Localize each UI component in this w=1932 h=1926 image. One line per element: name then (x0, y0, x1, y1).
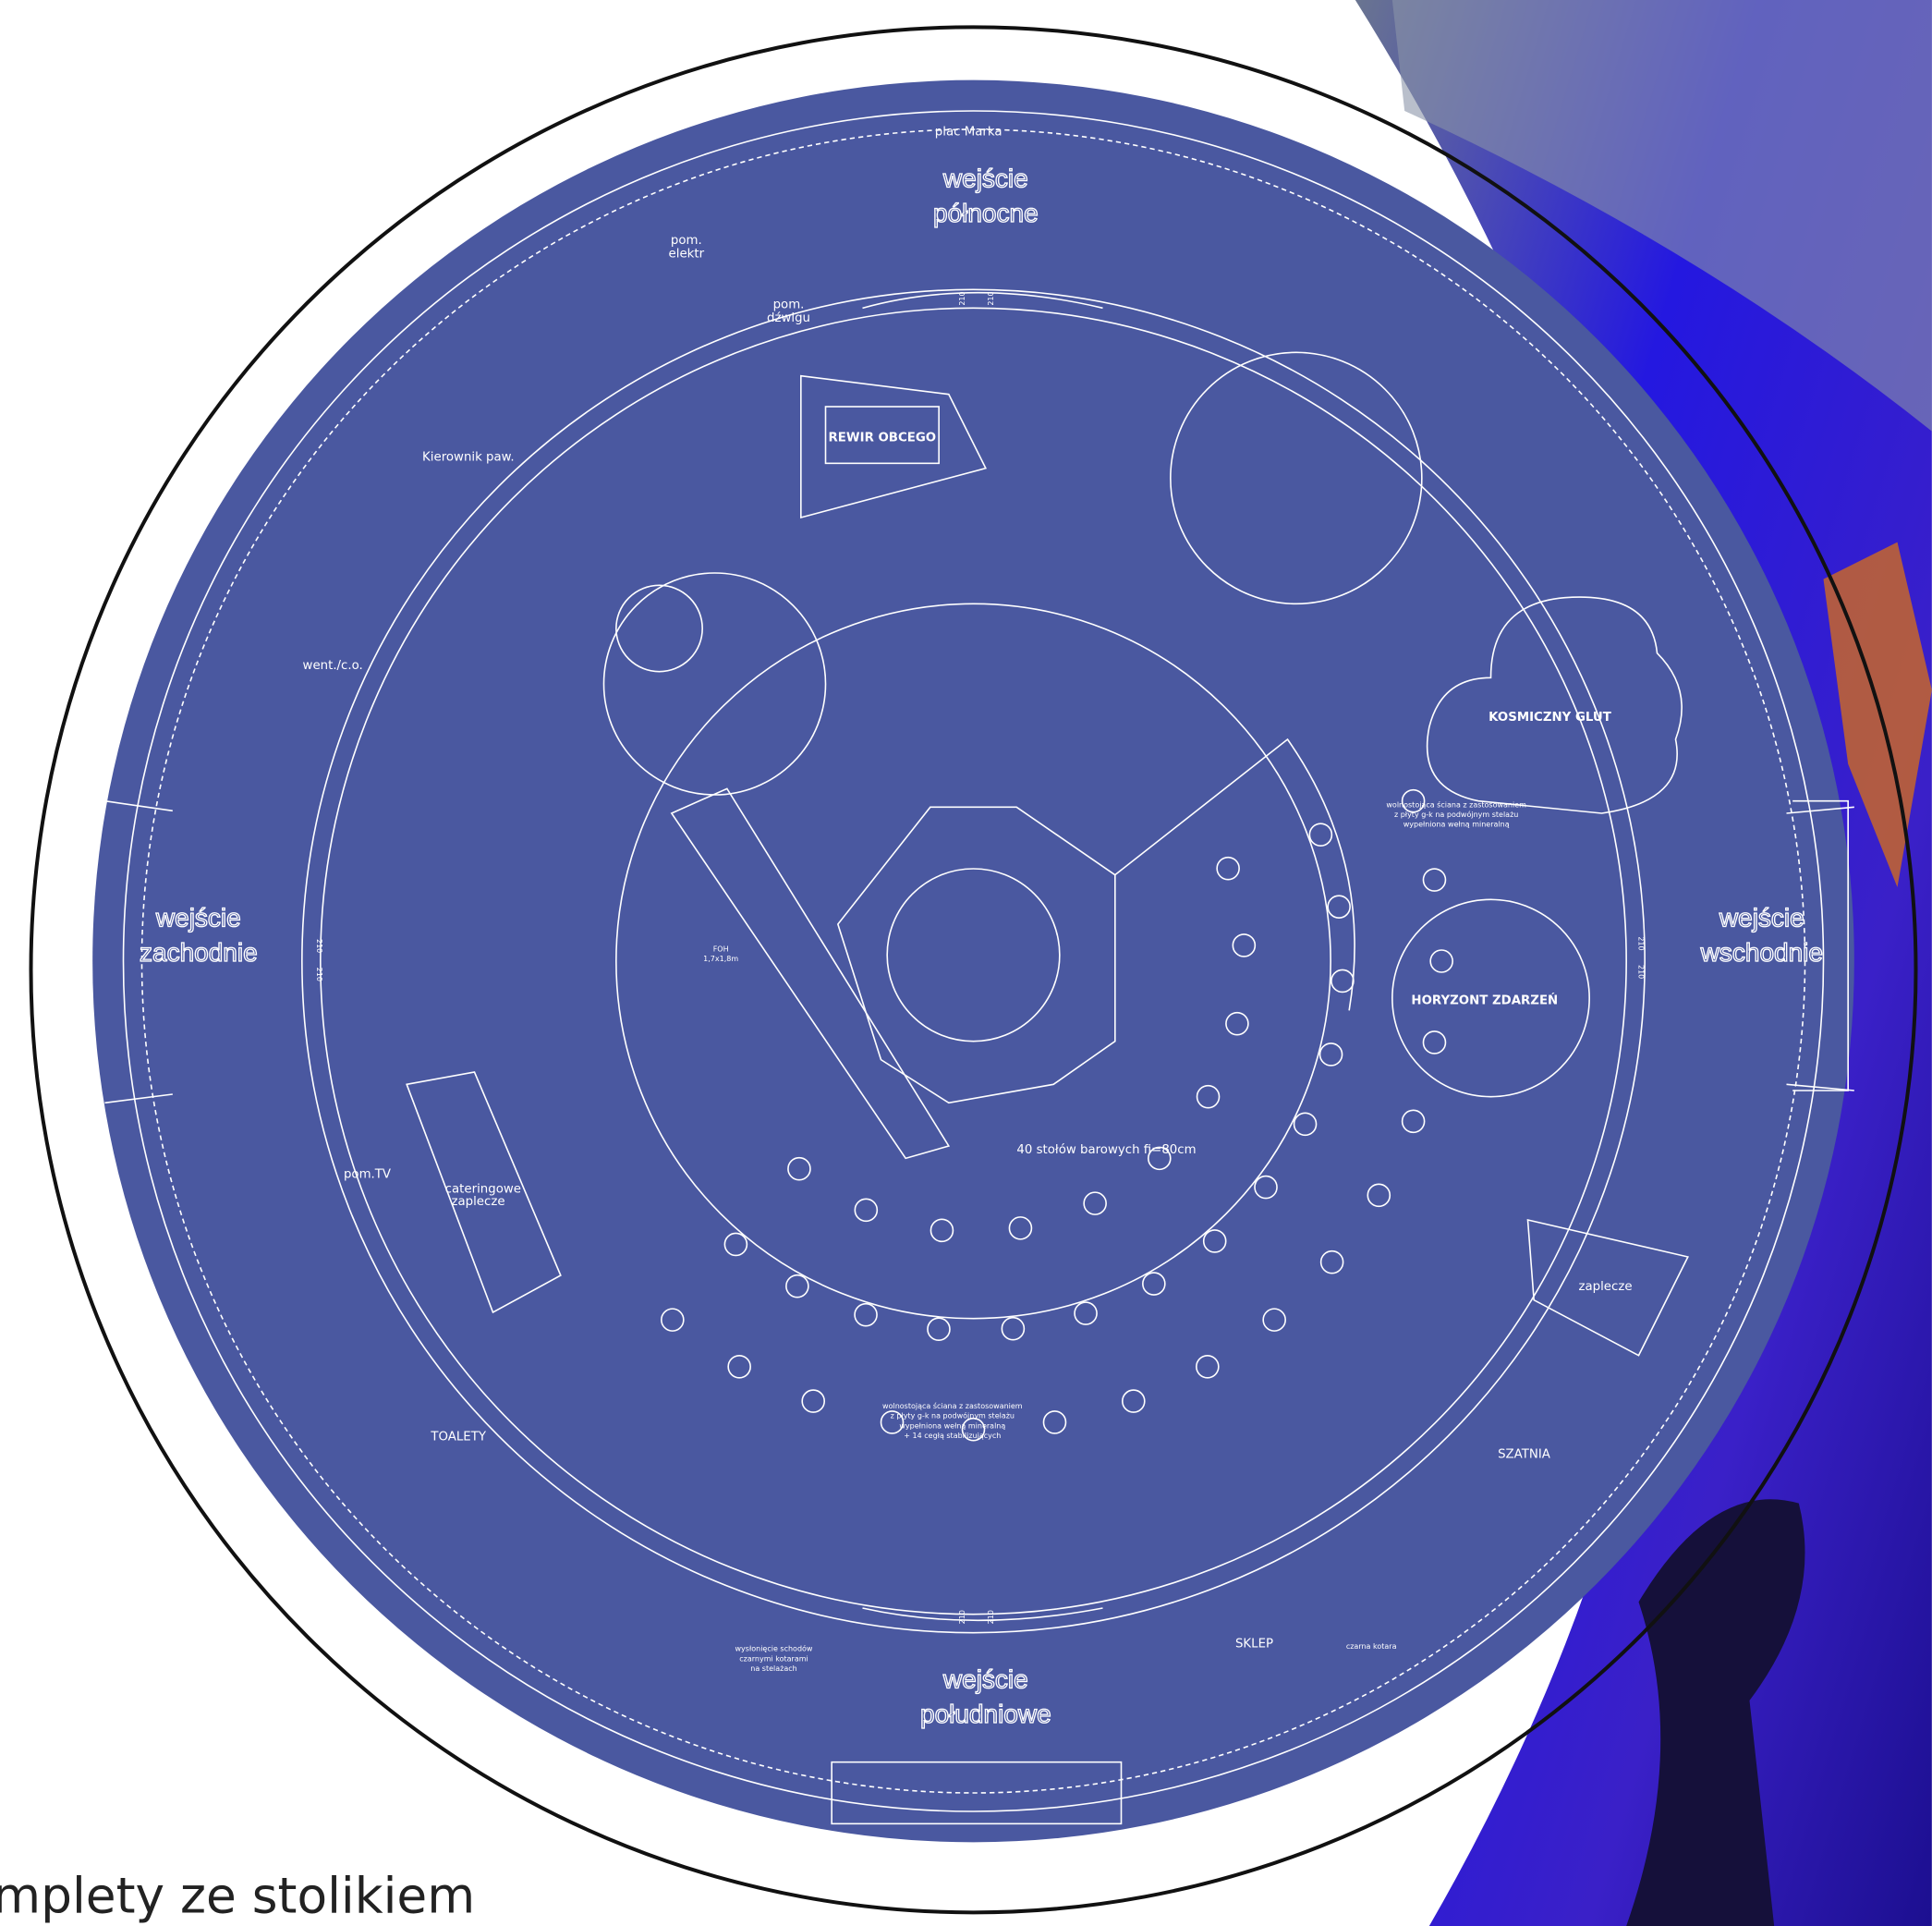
bar-table (661, 1308, 685, 1332)
bar-table (1121, 1389, 1146, 1413)
bar-table (1308, 823, 1333, 847)
bar-table (1142, 1272, 1166, 1296)
room-label: cateringowe (445, 1183, 521, 1197)
bar-table (1001, 1316, 1026, 1341)
label: na stelażach (750, 1664, 796, 1673)
label: 210 (1637, 965, 1646, 979)
label: z płyty g-k na podwójnym stelażu (891, 1411, 1015, 1420)
entrance-label: wejście (1719, 904, 1804, 933)
entrance-label: wejście (155, 904, 241, 933)
bar-table (1008, 1216, 1033, 1240)
label: wysłonięcie schodów (735, 1644, 813, 1653)
bar-table (727, 1354, 751, 1379)
label: 210 (315, 939, 323, 953)
bar-table (854, 1302, 878, 1327)
bar-table (1422, 1030, 1447, 1054)
bar-table (1327, 895, 1351, 919)
bar-table (880, 1410, 905, 1434)
room-label: pom.TV (344, 1168, 391, 1182)
entrance-label: południowe (920, 1700, 1051, 1728)
label: 210 (958, 1610, 966, 1624)
dimensions: 210 210 210 210 210 210 210 210 (315, 291, 1646, 1624)
entrance-label: wejście (942, 165, 1028, 193)
room-label: dźwigu (767, 311, 810, 325)
bar-table (1196, 1354, 1220, 1379)
label: wolnostojąca ściana z zastosowaniem (882, 1401, 1023, 1410)
bar-table (1042, 1410, 1067, 1434)
label: + 14 cegłą stabilizujących (904, 1432, 1001, 1440)
walls (104, 110, 1854, 1825)
room-label: 1,7x1,8m (703, 955, 738, 963)
bar-table (801, 1389, 826, 1413)
room-label: 40 stołów barowych fi=80cm (1016, 1142, 1196, 1157)
bar-table (723, 1232, 748, 1257)
bar-table (785, 1274, 809, 1298)
label: wolnostojąca ściana z zastosowaniem (1386, 799, 1526, 809)
bar-table (1262, 1308, 1286, 1332)
bar-table (1074, 1301, 1098, 1325)
label: wypełniona wełną mineralną (1403, 821, 1510, 829)
room-label: Kierownik paw. (422, 451, 515, 465)
bar-table (1225, 1011, 1249, 1036)
label: 210 (958, 291, 966, 305)
label: czarnymi kotarami (739, 1654, 808, 1663)
label: z płyty g-k na podwójnym stelażu (1394, 810, 1518, 819)
bar-table (1319, 1249, 1344, 1274)
bar-table (787, 1156, 811, 1181)
room-label: zaplecze (451, 1195, 504, 1209)
caption: mplety ze stolikiem (0, 1866, 475, 1924)
bar-table (1216, 856, 1240, 881)
bar-table (1254, 1175, 1278, 1200)
bar-table (1401, 788, 1426, 813)
bar-table (1318, 1042, 1343, 1067)
bar-tables (661, 788, 1453, 1442)
label: 210 (987, 291, 995, 305)
bar-table (1202, 1229, 1227, 1253)
room-label: HORYZONT ZDARZEŃ (1411, 992, 1558, 1008)
room-label: elektr (669, 248, 705, 262)
notes: wysłonięcie schodów czarnymi kotarami na… (735, 799, 1527, 1673)
bar-table (1401, 1109, 1426, 1134)
photo-ceiling (1391, 0, 1932, 432)
outline-circle (29, 25, 1918, 1915)
bar-table (927, 1317, 951, 1342)
bar-table (1367, 1183, 1391, 1208)
room-label: pom. (773, 298, 805, 311)
label: wypełniona wełną mineralną (899, 1421, 1005, 1430)
label: 210 (987, 1610, 995, 1624)
room-label: czarna kotara (1346, 1642, 1397, 1651)
room-label: TOALETY (430, 1431, 487, 1444)
plan-disc (92, 79, 1854, 1843)
entrance-label: wschodnie (1700, 938, 1823, 967)
room-label: KOSMICZNY GLUT (1488, 711, 1612, 725)
bar-table (1422, 868, 1447, 892)
bar-table (1232, 933, 1257, 957)
room-label: pom. (671, 234, 702, 248)
label: 210 (1637, 936, 1646, 950)
label: 210 (315, 968, 323, 981)
entrance-label: północne (933, 199, 1039, 227)
room-label: FOH (713, 945, 729, 953)
bar-table (1293, 1112, 1318, 1137)
room-label: SKLEP (1235, 1638, 1273, 1652)
bar-table (1147, 1146, 1172, 1171)
bar-table (1331, 969, 1355, 993)
room-label: SZATNIA (1498, 1447, 1550, 1461)
entrance-label: zachodnie (140, 938, 258, 967)
bar-table (930, 1218, 954, 1243)
bar-table (1429, 949, 1453, 973)
title: plac Marka (935, 126, 1002, 140)
entrance-label: wejście (942, 1665, 1028, 1694)
bar-table (1083, 1191, 1107, 1215)
room-label: zaplecze (1578, 1280, 1632, 1294)
room-label: REWIR OBCEGO (829, 431, 937, 445)
bar-table (854, 1198, 879, 1223)
room-label: went./c.o. (303, 659, 363, 673)
bar-table (961, 1417, 986, 1442)
bar-table (1196, 1084, 1221, 1109)
